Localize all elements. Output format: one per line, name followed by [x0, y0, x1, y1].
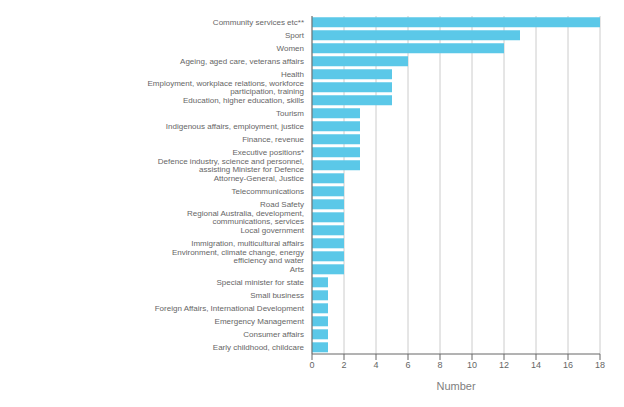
svg-text:Emergency Management: Emergency Management: [215, 317, 305, 326]
svg-text:Road Safety: Road Safety: [260, 200, 304, 209]
svg-text:Education, higher education, s: Education, higher education, skills: [183, 96, 304, 105]
svg-text:8: 8: [437, 360, 442, 370]
svg-text:6: 6: [405, 360, 410, 370]
svg-text:Indigenous affairs, employment: Indigenous affairs, employment, justice: [166, 122, 305, 131]
svg-text:Consumer affairs: Consumer affairs: [243, 330, 304, 339]
svg-text:Regional Australia, developmen: Regional Australia, development,communic…: [187, 209, 304, 226]
svg-text:Local government: Local government: [240, 226, 304, 235]
svg-text:Environment, climate change, e: Environment, climate change, energyeffic…: [172, 248, 304, 265]
svg-text:18: 18: [595, 360, 605, 370]
svg-text:Small business: Small business: [250, 291, 304, 300]
svg-text:Executive positions*: Executive positions*: [232, 148, 304, 157]
svg-text:Ageing, aged care, veterans af: Ageing, aged care, veterans affairs: [180, 57, 304, 66]
svg-text:4: 4: [373, 360, 378, 370]
svg-text:Employment, workplace relation: Employment, workplace relations, workfor…: [147, 79, 304, 96]
svg-text:Tourism: Tourism: [276, 109, 304, 118]
svg-text:12: 12: [499, 360, 509, 370]
svg-text:0: 0: [309, 360, 314, 370]
svg-text:Early childhood, childcare: Early childhood, childcare: [213, 343, 305, 352]
svg-text:Attorney-General, Justice: Attorney-General, Justice: [214, 174, 305, 183]
svg-text:Women: Women: [277, 44, 304, 53]
svg-text:Sport: Sport: [285, 31, 305, 40]
svg-text:Health: Health: [281, 70, 304, 79]
svg-text:Immigration, multicultural aff: Immigration, multicultural affairs: [191, 239, 304, 248]
svg-text:16: 16: [563, 360, 573, 370]
svg-text:Finance, revenue: Finance, revenue: [242, 135, 304, 144]
svg-text:14: 14: [531, 360, 541, 370]
svg-text:Arts: Arts: [290, 265, 304, 274]
svg-text:10: 10: [467, 360, 477, 370]
svg-text:Community services etc**: Community services etc**: [213, 18, 304, 27]
svg-text:Telecommunications: Telecommunications: [232, 187, 304, 196]
svg-text:Number: Number: [436, 380, 475, 392]
svg-text:Defence industry, science and: Defence industry, science and personnel,…: [158, 157, 305, 174]
svg-text:Foreign Affairs, International: Foreign Affairs, International Developme…: [155, 304, 305, 313]
svg-text:Special minister for state: Special minister for state: [216, 278, 304, 287]
svg-text:2: 2: [341, 360, 346, 370]
